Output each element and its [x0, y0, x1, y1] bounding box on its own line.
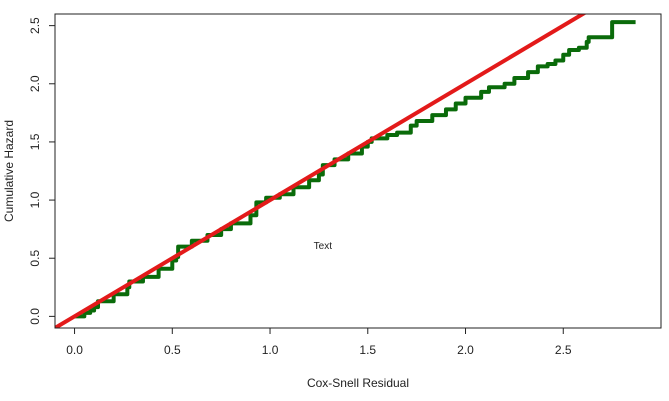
y-tick-label: 1.0	[28, 191, 42, 208]
y-tick-label: 2.0	[28, 75, 42, 92]
y-axis-title: Cumulative Hazard	[2, 120, 16, 222]
chart-annotation: Text	[314, 241, 333, 252]
x-tick-label: 2.0	[457, 343, 474, 357]
y-axis: 0.0 0.5 1.0 1.5 2.0 2.5	[28, 17, 55, 325]
x-tick-label: 0.5	[164, 343, 181, 357]
y-tick-label: 1.5	[28, 133, 42, 150]
plot-marks	[55, 14, 636, 328]
y-tick-label: 2.5	[28, 17, 42, 34]
x-axis: 0.0 0.5 1.0 1.5 2.0 2.5	[66, 328, 572, 357]
y-tick-label: 0.0	[28, 308, 42, 325]
x-axis-title: Cox-Snell Residual	[307, 376, 409, 390]
cumulative-hazard-line	[74, 20, 636, 319]
plot-frame	[54, 13, 662, 329]
x-tick-label: 0.0	[66, 343, 83, 357]
reference-line	[55, 14, 587, 328]
x-tick-label: 1.0	[262, 343, 279, 357]
x-tick-label: 1.5	[359, 343, 376, 357]
y-tick-label: 0.5	[28, 250, 42, 267]
x-tick-label: 2.5	[555, 343, 572, 357]
